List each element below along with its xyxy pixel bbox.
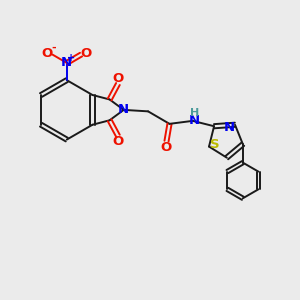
Text: N: N <box>61 56 72 69</box>
Text: O: O <box>160 140 172 154</box>
Text: N: N <box>224 121 235 134</box>
Text: +: + <box>67 53 75 63</box>
Text: O: O <box>112 135 124 148</box>
Text: O: O <box>112 72 124 85</box>
Text: O: O <box>81 46 92 60</box>
Text: O: O <box>41 46 53 60</box>
Text: N: N <box>118 103 129 116</box>
Text: S: S <box>209 138 219 151</box>
Text: H: H <box>190 108 199 118</box>
Text: N: N <box>189 114 200 128</box>
Text: -: - <box>51 43 56 53</box>
